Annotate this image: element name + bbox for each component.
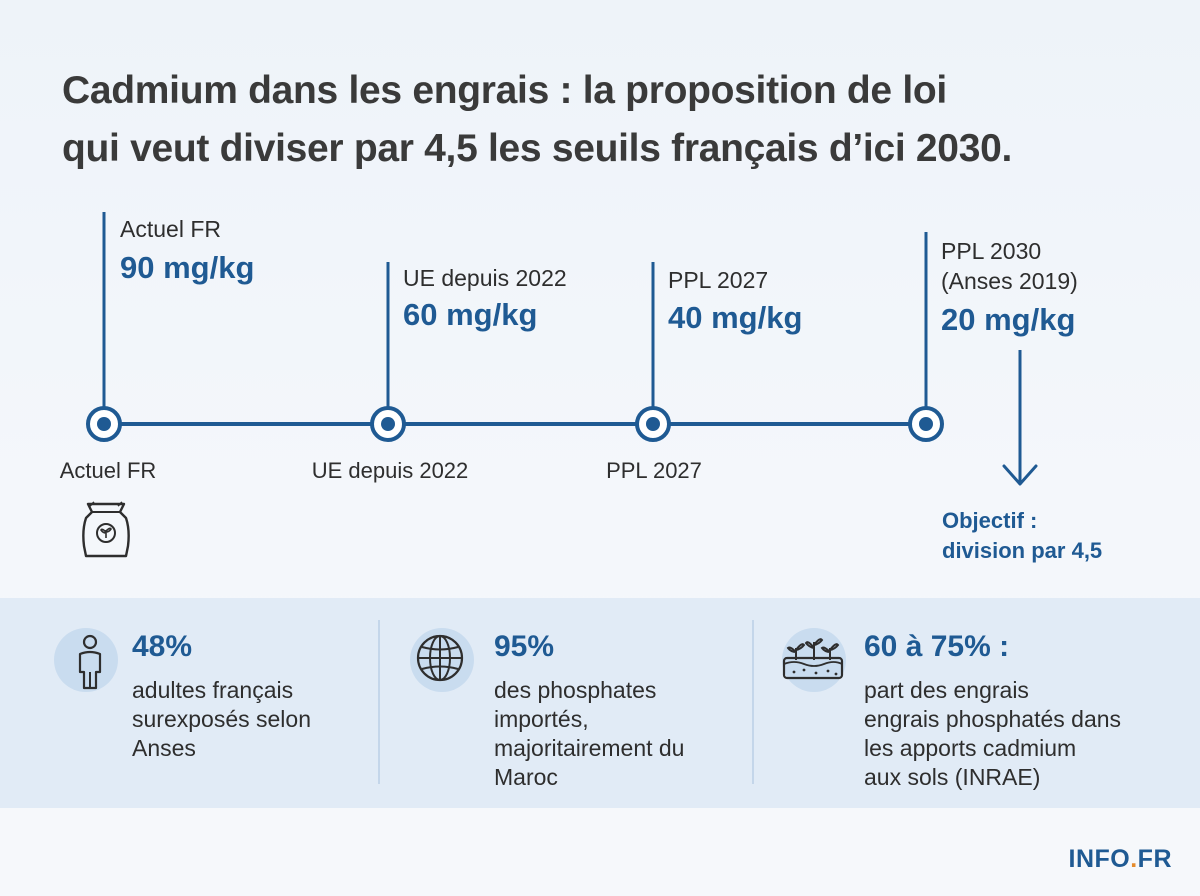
stat-adults-desc-line: surexposés selon (132, 706, 311, 732)
brand-tld: FR (1137, 845, 1172, 873)
timeline (86, 212, 1038, 486)
point-2-label: UE depuis 2022 (403, 265, 567, 291)
stat-adults-desc-line: Anses (132, 735, 196, 761)
stat-fertilizers-desc: part des engrais engrais phosphatés dans… (864, 676, 1121, 792)
title-line-1: Cadmium dans les engrais : la propositio… (62, 69, 947, 112)
page-title: Cadmium dans les engrais : la propositio… (62, 62, 1162, 178)
point-4-value: 20 mg/kg (941, 302, 1076, 337)
point-4-label: PPL 2030 (941, 238, 1042, 264)
stat-phosphates-desc-line: majoritairement du (494, 735, 685, 761)
down-arrow-icon (1002, 350, 1038, 486)
point-3-value: 40 mg/kg (668, 300, 803, 335)
objectif-line-1: Objectif : (942, 508, 1038, 533)
stats-band: 48% adultes français surexposés selon An… (0, 598, 1200, 808)
stat-fertilizers-desc-line: engrais phosphatés dans (864, 706, 1122, 732)
point-2-value: 60 mg/kg (403, 297, 538, 332)
marker-ue (370, 406, 406, 442)
brand-logo: INFO.FR (1069, 845, 1173, 874)
point-1-value: 90 mg/kg (120, 250, 255, 285)
title-line-2: qui veut diviser par 4,5 les seuils fran… (62, 127, 1013, 170)
stat-fertilizers-desc-line: part des engrais (864, 677, 1029, 703)
marker-ppl2027 (635, 406, 671, 442)
stat-phosphates-desc-line: Maroc (494, 764, 558, 790)
brand-dot: . (1130, 845, 1138, 873)
stat-fertilizers-desc-line: aux sols (INRAE) (864, 764, 1041, 790)
stat-phosphates-desc-line: importés, (494, 706, 589, 732)
objectif-line-2: division par 4,5 (942, 538, 1103, 563)
fertilizer-bag-icon (82, 501, 130, 558)
axis-label-ue: UE depuis 2022 (311, 458, 469, 483)
stat-adults-desc: adultes français surexposés selon Anses (132, 676, 311, 763)
person-icon (54, 628, 118, 692)
point-3-label: PPL 2027 (668, 267, 769, 293)
stat-divider (378, 620, 380, 784)
stat-phosphates-desc: des phosphates importés, majoritairement… (494, 676, 684, 792)
soil-sprouts-icon (782, 628, 846, 692)
axis-label-ppl2027: PPL 2027 (606, 458, 702, 483)
stat-fertilizers: 60 à 75% : part des engrais engrais phos… (778, 598, 1178, 808)
stat-divider (752, 620, 754, 784)
stat-fertilizers-desc-line: les apports cadmium (864, 735, 1077, 761)
stat-adults: 48% adultes français surexposés selon An… (54, 598, 374, 808)
globe-icon (410, 628, 474, 692)
marker-actuel (86, 406, 122, 442)
point-4-sublabel: (Anses 2019) (941, 268, 1078, 294)
stat-phosphates-value: 95% (494, 630, 555, 663)
marker-ppl2030 (908, 406, 944, 442)
axis-label-actuel: Actuel FR (59, 458, 157, 483)
stat-adults-value: 48% (132, 630, 193, 663)
objectif-text: Objectif : division par 4,5 (942, 506, 1102, 566)
brand-name: INFO (1068, 845, 1131, 873)
stat-adults-desc-line: adultes français (132, 677, 294, 703)
stat-phosphates: 95% des phosphates importés, majoritaire… (410, 598, 740, 808)
point-1-label: Actuel FR (120, 216, 221, 242)
stat-phosphates-desc-line: des phosphates (494, 677, 657, 703)
stat-fertilizers-value: 60 à 75% : (864, 630, 1010, 663)
